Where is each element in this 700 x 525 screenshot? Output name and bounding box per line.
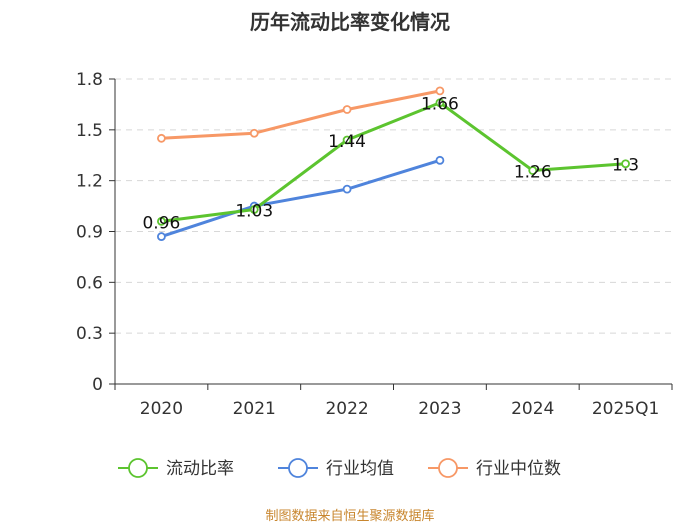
data-point[interactable] bbox=[249, 128, 259, 138]
y-tick-label: 0.6 bbox=[76, 273, 103, 293]
data-point[interactable] bbox=[157, 133, 166, 143]
data-point[interactable] bbox=[249, 205, 259, 214]
series-line bbox=[161, 101, 626, 223]
y-tick-label: 0.9 bbox=[76, 223, 103, 243]
x-tick-label: 2022 bbox=[325, 399, 368, 419]
x-tick-label: 2021 bbox=[233, 399, 276, 419]
series-行业均值 bbox=[157, 155, 445, 241]
data-label: 1.44 bbox=[328, 132, 366, 152]
series-行业中位数 bbox=[157, 86, 445, 143]
y-tick-label: 0.3 bbox=[76, 324, 103, 344]
data-label: 1.03 bbox=[235, 201, 273, 221]
data-label: 1.66 bbox=[421, 95, 459, 115]
y-tick-label: 1.2 bbox=[76, 172, 103, 192]
series-line bbox=[160, 158, 441, 239]
data-point[interactable] bbox=[342, 135, 352, 145]
series-流动比率 bbox=[157, 98, 630, 226]
data-point[interactable] bbox=[435, 155, 445, 165]
legend-item-行业均值[interactable]: 行业均值 bbox=[278, 458, 394, 479]
grid bbox=[115, 78, 672, 334]
data-point[interactable] bbox=[621, 159, 630, 169]
data-point[interactable] bbox=[435, 98, 445, 108]
data-point[interactable] bbox=[157, 216, 166, 226]
data-label: 1.26 bbox=[514, 163, 552, 183]
data-point[interactable] bbox=[157, 232, 166, 241]
y-tick-label: 0 bbox=[92, 375, 103, 395]
series-line bbox=[161, 89, 441, 140]
data-label: 0.96 bbox=[142, 213, 180, 233]
legend-swatch-marker bbox=[128, 458, 148, 478]
chart-title: 历年流动比率变化情况 bbox=[250, 10, 450, 34]
legend-label: 行业中位数 bbox=[476, 459, 561, 479]
source-note: 制图数据来自恒生聚源数据库 bbox=[265, 508, 434, 524]
y-tick-label: 1.5 bbox=[76, 121, 103, 141]
y-tick-label: 1.8 bbox=[76, 70, 103, 90]
axes: 0 0.3 0.6 0.9 1.2 1.5 1.8 2020 2021 2022 2023 2024 2… bbox=[76, 70, 673, 419]
data-point[interactable] bbox=[435, 86, 445, 96]
data-point[interactable] bbox=[528, 166, 538, 175]
x-tick-label: 2020 bbox=[140, 399, 183, 419]
series-group: 0.96 1.03 1.44 1.66 1.26 1.3 bbox=[142, 86, 639, 241]
legend-swatch-marker bbox=[288, 458, 308, 478]
legend-swatch-marker bbox=[438, 458, 458, 478]
x-tick-label: 2023 bbox=[418, 399, 461, 419]
x-tick-label: 2024 bbox=[511, 399, 554, 419]
legend[interactable]: 流动比率 行业均值 行业中位数 bbox=[118, 458, 561, 479]
legend-item-行业中位数[interactable]: 行业中位数 bbox=[428, 458, 561, 479]
data-labels: 0.96 1.03 1.44 1.66 1.26 1.3 bbox=[142, 95, 639, 234]
data-point[interactable] bbox=[342, 105, 352, 114]
legend-label: 流动比率 bbox=[166, 459, 234, 479]
legend-label: 行业均值 bbox=[326, 459, 394, 479]
data-point[interactable] bbox=[342, 184, 352, 194]
legend-item-流动比率[interactable]: 流动比率 bbox=[118, 458, 234, 479]
data-label: 1.3 bbox=[612, 156, 639, 176]
x-tick-label: 2025Q1 bbox=[592, 399, 659, 419]
